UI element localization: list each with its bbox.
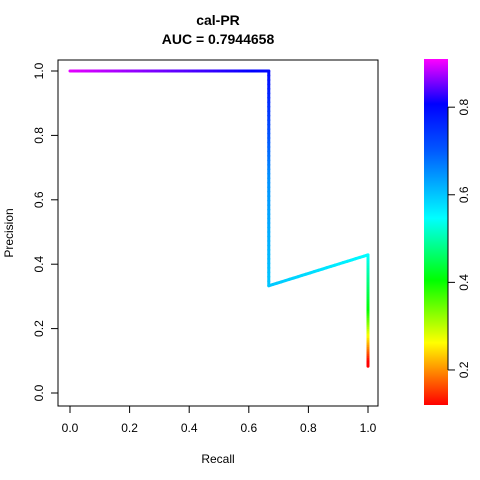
- x-axis-label: Recall: [201, 452, 234, 466]
- colorbar-tick-label: 0.4: [457, 274, 471, 291]
- colorbar-tick-label: 0.8: [457, 99, 471, 116]
- y-tick-label: 1.0: [32, 62, 46, 79]
- x-tick-label: 0.6: [240, 421, 257, 435]
- chart-subtitle: AUC = 0.7944658: [162, 31, 275, 47]
- y-tick-label: 0.8: [32, 127, 46, 144]
- colorbar: [424, 59, 448, 405]
- colorbar-axis: 0.2 0.4 0.6 0.8: [447, 99, 471, 378]
- plot-frame: [57, 59, 379, 407]
- x-tick-label: 0.4: [181, 421, 198, 435]
- series-layer: [68, 69, 370, 368]
- x-tick-label: 1.0: [360, 421, 377, 435]
- y-tick-label: 0.4: [32, 256, 46, 273]
- y-axis-label: Precision: [2, 208, 16, 257]
- x-tick-label: 0.8: [300, 421, 317, 435]
- y-tick-label: 0.6: [32, 191, 46, 208]
- y-tick-label: 0.0: [32, 384, 46, 401]
- chart-title: cal-PR: [196, 12, 240, 28]
- x-tick-label: 0.0: [62, 421, 79, 435]
- x-axis: 0.0 0.2 0.4 0.6 0.8 1.0: [62, 405, 377, 435]
- colorbar-tick-label: 0.2: [457, 361, 471, 378]
- x-tick-label: 0.2: [121, 421, 138, 435]
- y-axis: 0.0 0.2 0.4 0.6 0.8 1.0: [32, 62, 59, 401]
- colorbar-tick-label: 0.6: [457, 186, 471, 203]
- y-tick-label: 0.2: [32, 320, 46, 337]
